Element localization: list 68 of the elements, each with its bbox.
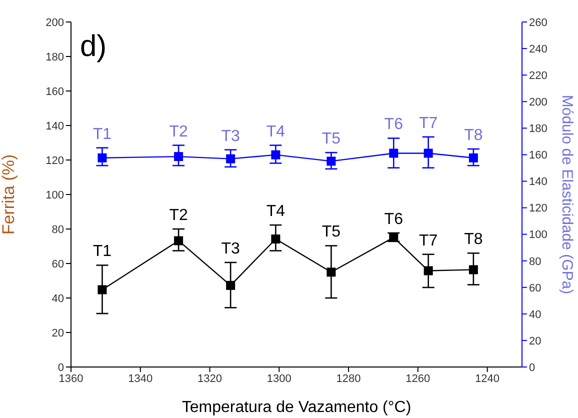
y2-tick-label: 140 bbox=[529, 176, 548, 188]
point bbox=[424, 148, 433, 158]
data-label: T6 bbox=[384, 116, 404, 134]
y2-tick-label: 20 bbox=[529, 335, 542, 348]
x-tick-label: 1300 bbox=[266, 372, 292, 385]
y-tick-label: 80 bbox=[52, 224, 64, 236]
y-axis-title: Ferrita (%) bbox=[0, 154, 18, 235]
y2-tick-label: 180 bbox=[529, 123, 548, 136]
data-label: T8 bbox=[464, 231, 483, 248]
point bbox=[271, 150, 280, 160]
data-label: T2 bbox=[169, 207, 188, 224]
data-label: T5 bbox=[322, 130, 341, 148]
y2-tick-label: 240 bbox=[529, 43, 548, 56]
y2-tick-label: 80 bbox=[529, 256, 542, 268]
point bbox=[226, 154, 236, 164]
data-label: T1 bbox=[92, 243, 112, 260]
x-axis-title: Temperatura de Vazamento (°C) bbox=[182, 399, 412, 416]
data-label: T3 bbox=[221, 240, 240, 258]
data-label: T8 bbox=[464, 126, 483, 144]
point bbox=[98, 153, 107, 162]
y2-tick-label: 120 bbox=[529, 202, 548, 215]
y2-tick-label: 100 bbox=[529, 229, 548, 242]
data-label: T6 bbox=[384, 210, 404, 228]
y-tick-label: 160 bbox=[46, 86, 64, 98]
data-label: T3 bbox=[221, 128, 240, 145]
y2-tick-label: 0 bbox=[529, 362, 536, 374]
point bbox=[468, 153, 478, 162]
x-tick-label: 1340 bbox=[128, 372, 153, 385]
data-label: T7 bbox=[418, 114, 438, 132]
point bbox=[174, 236, 184, 246]
data-label: T7 bbox=[418, 232, 438, 250]
x-tick-label: 1260 bbox=[406, 372, 430, 385]
y-tick-label: 200 bbox=[46, 16, 64, 29]
y2-tick-label: 200 bbox=[529, 96, 548, 109]
data-label: T1 bbox=[92, 126, 112, 143]
y-tick-label: 60 bbox=[52, 258, 64, 270]
point bbox=[424, 266, 433, 276]
point bbox=[271, 234, 280, 244]
y-tick-label: 120 bbox=[46, 154, 64, 167]
y2-tick-label: 60 bbox=[529, 282, 542, 294]
point bbox=[226, 280, 236, 290]
y2-tick-label: 220 bbox=[529, 70, 548, 82]
data-label: T4 bbox=[266, 203, 286, 220]
y-tick-label: 40 bbox=[52, 292, 64, 305]
annotation: d) bbox=[80, 30, 107, 64]
y-tick-label: 100 bbox=[46, 189, 64, 202]
point bbox=[468, 265, 478, 274]
y-tick-label: 140 bbox=[46, 120, 64, 132]
point bbox=[389, 232, 398, 242]
data-label: T2 bbox=[169, 123, 188, 140]
x-tick-label: 1360 bbox=[58, 372, 84, 385]
x-tick-label: 1280 bbox=[336, 372, 361, 385]
point bbox=[326, 268, 336, 277]
point bbox=[389, 148, 398, 158]
y2-axis-title: Módulo de Elasticidade (GPa) bbox=[558, 94, 576, 294]
y-tick-label: 180 bbox=[46, 51, 64, 64]
point bbox=[326, 156, 336, 166]
y2-tick-label: 40 bbox=[529, 308, 542, 321]
x-tick-label: 1320 bbox=[198, 372, 222, 385]
x-tick-label: 1240 bbox=[475, 372, 500, 385]
point bbox=[174, 152, 184, 162]
y-tick-label: 20 bbox=[52, 327, 64, 340]
y2-tick-label: 160 bbox=[529, 150, 548, 162]
data-label: T4 bbox=[266, 123, 286, 140]
data-label: T5 bbox=[322, 224, 341, 241]
y2-tick-label: 260 bbox=[529, 16, 548, 29]
y-tick-label: 0 bbox=[58, 362, 64, 374]
point bbox=[98, 285, 107, 294]
